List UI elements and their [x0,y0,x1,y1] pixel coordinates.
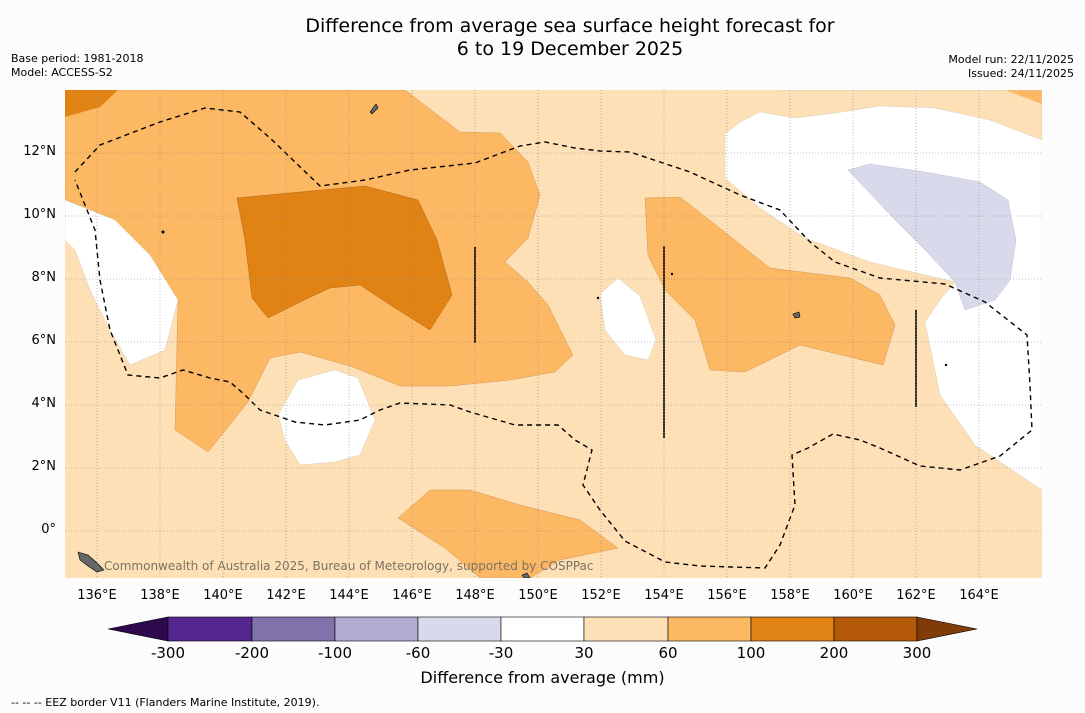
island-icon [944,363,948,367]
colorbar [107,616,978,642]
anomaly-region-neg-60-30 [847,163,1017,311]
neutral-region [65,199,179,366]
colorbar-tick-label: -300 [150,644,186,662]
colorbar-tick-label: 60 [658,644,678,662]
colorbar-tick-label: 200 [819,644,849,662]
model-name: Model: ACCESS-S2 [11,66,113,79]
anomaly-region-60-100 [397,489,619,578]
anomaly-region-60-100 [1005,90,1042,104]
neutral-region [599,277,657,361]
eez-footnote: -- -- -- EEZ border V11 (Flanders Marine… [11,696,320,709]
colorbar-bin [500,616,585,642]
lon-label: 152°E [581,588,621,603]
base-period: Base period: 1981-2018 [11,52,144,65]
colorbar-tick-label: -100 [317,644,353,662]
lon-label: 160°E [833,588,873,603]
lon-label: 140°E [203,588,243,603]
colorbar-bin [750,616,835,642]
colorbar-tick-label: -200 [234,644,270,662]
island-icon [521,572,531,578]
colorbar-tick-label: -60 [405,644,431,662]
island-icon [369,103,379,115]
anomaly-region-100-200 [65,90,118,117]
colorbar-tick-label: 30 [574,644,594,662]
colorbar-bin [334,616,419,642]
lon-label: 162°E [896,588,936,603]
colorbar-bin [583,616,669,642]
map-title-line-2: 6 to 19 December 2025 [456,38,684,60]
anomaly-region-100-200 [236,185,453,331]
lon-label: 158°E [770,588,810,603]
colorbar-extend-min [107,616,169,642]
model-run: Model run: 22/11/2025 [948,53,1074,66]
lon-label: 164°E [959,588,999,603]
colorbar-bin [417,616,502,642]
lon-label: 148°E [455,588,495,603]
map-title-line-1: Difference from average sea surface heig… [305,15,835,37]
colorbar-bin [251,616,336,642]
colorbar-extend-max [916,616,978,642]
island-icon [670,272,674,276]
lat-label: 6°N [31,333,57,348]
colorbar-tick-label: 300 [902,644,932,662]
lon-label: 136°E [77,588,117,603]
lon-label: 144°E [329,588,369,603]
lat-label: 2°N [31,459,57,474]
island-icon [792,311,801,319]
island-icon [77,551,105,573]
lat-gridlines [65,152,1042,532]
lon-label: 156°E [707,588,747,603]
colorbar-bin [167,616,253,642]
colorbar-bin [667,616,752,642]
anomaly-region-60-100 [644,196,896,373]
lon-label: 142°E [266,588,306,603]
colorbar-tick-label: -30 [488,644,514,662]
colorbar-bin [833,616,918,642]
lon-label: 146°E [392,588,432,603]
issued-date: Issued: 24/11/2025 [967,67,1074,80]
lon-label: 150°E [518,588,558,603]
copyright-notice: Commonwealth of Australia 2025, Bureau o… [104,559,594,573]
lon-label: 138°E [140,588,180,603]
neutral-region [277,369,376,466]
lat-label: 0° [41,522,56,537]
lat-label: 8°N [31,270,57,285]
lat-label: 12°N [23,144,56,159]
island-icon [596,296,600,300]
colorbar-tick-label: 100 [736,644,766,662]
lat-label: 4°N [31,396,57,411]
colorbar-title: Difference from average (mm) [420,668,665,687]
island-icon [161,230,165,234]
sea-surface-height-map: Commonwealth of Australia 2025, Bureau o… [65,90,1042,578]
lat-label: 10°N [23,207,56,222]
lon-label: 154°E [644,588,684,603]
lon-gridlines [96,90,980,578]
